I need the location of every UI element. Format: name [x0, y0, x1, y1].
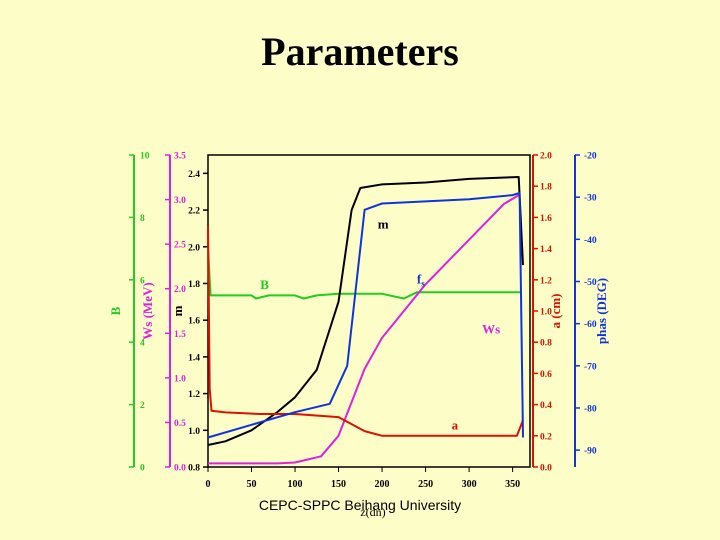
- a-tick-label: 1.6: [540, 214, 552, 224]
- B-tick-label: 4: [140, 339, 145, 349]
- x-axis-label: z(dn): [360, 505, 385, 519]
- phas-tick-label: -20: [584, 152, 597, 162]
- series-line-B: [207, 248, 522, 300]
- m-tick-label: 1.6: [188, 317, 200, 327]
- Ws-tick-label: 3.0: [174, 196, 186, 206]
- Ws-tick-label: 0.0: [174, 464, 186, 474]
- footer-text: CEPC-SPPC Beihang University: [258, 497, 462, 513]
- a-tick-label: 0.4: [540, 401, 552, 411]
- Ws-tick-label: 2.0: [174, 285, 186, 295]
- x-tick-label: 50: [247, 479, 257, 490]
- a-tick-label: 1.4: [540, 245, 552, 255]
- page-title: Parameters: [261, 29, 459, 74]
- x-tick-label: 150: [331, 479, 346, 490]
- series-line-a: [207, 225, 524, 437]
- Ws-tick-label: 1.5: [174, 330, 186, 340]
- annotation-Ws: Ws: [482, 321, 500, 336]
- m-tick-label: 1.0: [188, 427, 200, 437]
- m-tick-label: 2.0: [188, 243, 200, 253]
- B-axis-label: B: [108, 306, 123, 315]
- annotation-a: a: [452, 418, 459, 433]
- series-line-m: [207, 176, 524, 446]
- Ws-tick-label: 2.5: [174, 241, 186, 251]
- a-axis-label: a (cm): [548, 293, 563, 328]
- a-tick-label: 0.0: [540, 464, 552, 474]
- B-tick-label: 2: [140, 401, 145, 411]
- Ws-axis-label: Ws (MeV): [140, 282, 155, 339]
- B-tick-label: 6: [140, 276, 145, 286]
- series-line-Ws: [208, 194, 520, 465]
- Ws-tick-label: 0.5: [174, 419, 186, 429]
- m-tick-label: 1.8: [188, 280, 200, 290]
- a-tick-label: 0.6: [540, 370, 552, 380]
- a-tick-label: 1.8: [540, 183, 552, 193]
- x-tick-label: 100: [288, 479, 303, 490]
- x-tick-label: 200: [375, 479, 390, 490]
- Ws-tick-label: 3.5: [174, 152, 186, 162]
- B-tick-label: 8: [140, 214, 145, 224]
- Ws-tick-label: 1.0: [174, 374, 186, 384]
- a-tick-label: 0.8: [540, 339, 552, 349]
- series-layer: [207, 176, 524, 465]
- a-tick-label: 1.0: [540, 308, 552, 318]
- a-tick-label: 1.2: [540, 276, 552, 286]
- phas-tick-label: -40: [584, 236, 597, 246]
- x-tick-label: 350: [505, 479, 520, 490]
- phas-tick-label: -90: [584, 447, 597, 457]
- phas-tick-label: -60: [584, 320, 597, 330]
- phas-tick-label: -80: [584, 404, 597, 414]
- a-tick-label: 0.2: [540, 432, 552, 442]
- a-tick-label: 2.0: [540, 152, 552, 162]
- m-axis-label: m: [170, 305, 185, 316]
- annotation-B: B: [260, 277, 269, 292]
- phas-tick-label: -70: [584, 362, 597, 372]
- series-line-phas: [207, 191, 524, 439]
- m-tick-label: 1.2: [188, 390, 200, 400]
- phas-tick-label: -30: [584, 194, 597, 204]
- annotation-layer: m fs B Ws a: [260, 216, 500, 432]
- m-tick-label: 0.8: [188, 464, 200, 474]
- annotation-m: m: [378, 216, 389, 231]
- x-tick-label: 300: [462, 479, 477, 490]
- B-tick-label: 10: [140, 152, 150, 162]
- phas-axis-label: phas (DEG): [594, 278, 609, 344]
- plot-area: [207, 154, 531, 468]
- axes-layer: 0 50 100 150 200 250 300 350 z(dn) 0 2 4 6 8 10 B 0.0 0.5…: [108, 152, 609, 520]
- phas-tick-label: -50: [584, 278, 597, 288]
- B-tick-label: 0: [140, 464, 145, 474]
- m-tick-label: 1.4: [188, 353, 200, 363]
- annotation-fs: fs: [417, 271, 425, 288]
- m-tick-label: 2.4: [188, 170, 200, 180]
- x-tick-label: 250: [418, 479, 433, 490]
- x-tick-label: 0: [206, 479, 211, 490]
- m-tick-label: 2.2: [188, 207, 200, 217]
